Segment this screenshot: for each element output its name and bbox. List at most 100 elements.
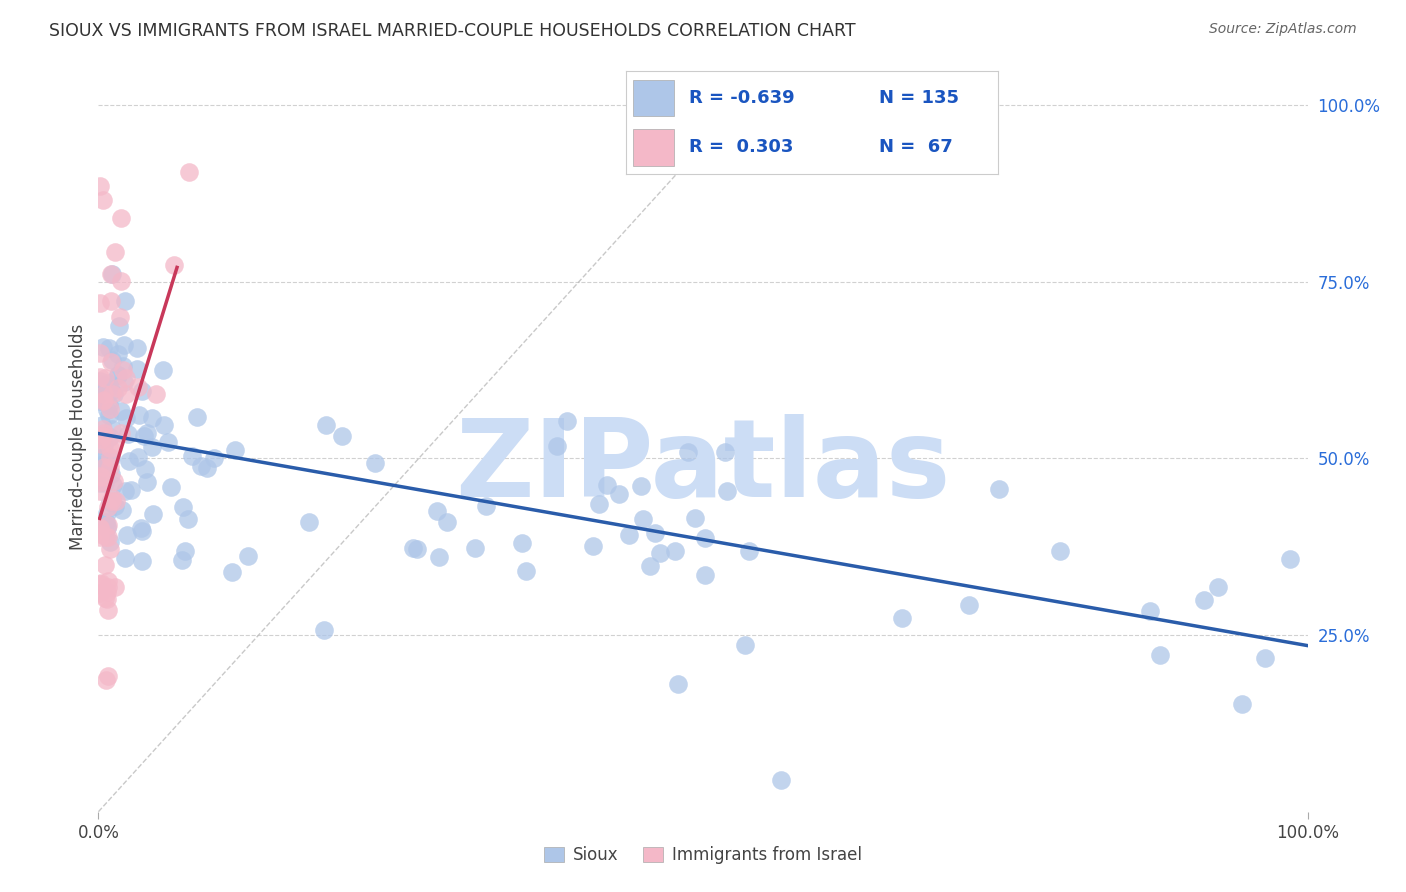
Point <box>132 429 155 443</box>
Point <box>89 346 111 360</box>
Point <box>96 531 118 545</box>
Point <box>89 520 111 534</box>
Point <box>96 592 118 607</box>
Point <box>127 380 149 394</box>
Point <box>89 476 111 491</box>
Point <box>100 294 122 309</box>
Point <box>110 211 132 226</box>
Point <box>131 524 153 538</box>
Point <box>117 426 139 441</box>
Point <box>716 483 738 498</box>
Point <box>96 585 118 599</box>
Point <box>546 439 568 453</box>
Point <box>89 179 111 194</box>
Point <box>666 676 689 690</box>
Point <box>581 539 603 553</box>
Point <box>96 521 118 535</box>
Point <box>101 353 124 368</box>
Point <box>224 443 246 458</box>
Point <box>406 542 429 557</box>
Point <box>93 425 115 440</box>
Point <box>97 500 120 515</box>
Point <box>118 454 141 468</box>
Point <box>93 379 115 393</box>
Point <box>114 484 136 499</box>
Point <box>152 418 174 433</box>
Point <box>630 479 652 493</box>
Point <box>172 500 194 515</box>
Point <box>475 500 498 514</box>
Point <box>91 463 114 477</box>
Point <box>142 507 165 521</box>
Point <box>555 414 578 428</box>
Point <box>115 411 138 425</box>
Point <box>177 512 200 526</box>
Point <box>738 544 761 558</box>
Point <box>135 475 157 489</box>
Point <box>195 461 218 475</box>
Point <box>330 428 353 442</box>
Point <box>107 347 129 361</box>
Point <box>89 374 111 388</box>
Point <box>112 375 135 389</box>
Point <box>89 370 111 384</box>
Point <box>464 541 486 556</box>
Point <box>100 267 122 281</box>
Point <box>93 438 115 452</box>
Point <box>114 294 136 309</box>
Point <box>90 575 112 590</box>
Point <box>100 467 122 481</box>
Point <box>114 551 136 566</box>
Point <box>98 535 121 549</box>
Point <box>111 503 134 517</box>
Point <box>364 456 387 470</box>
Point <box>640 558 662 573</box>
Point <box>114 386 136 401</box>
Point <box>93 387 115 401</box>
Point <box>1206 580 1229 594</box>
Point <box>91 417 114 432</box>
Point <box>173 544 195 558</box>
Point <box>94 591 117 606</box>
Point <box>114 371 136 385</box>
Point <box>90 469 112 483</box>
Point <box>120 483 142 497</box>
Point <box>94 462 117 476</box>
Point <box>98 450 121 464</box>
Point <box>97 602 120 616</box>
Point <box>110 426 132 441</box>
Point <box>685 510 707 524</box>
Point <box>110 404 132 418</box>
Point <box>104 580 127 594</box>
Text: R = -0.639: R = -0.639 <box>689 89 794 107</box>
Point <box>107 368 129 383</box>
Point <box>100 384 122 399</box>
Point <box>156 434 179 449</box>
FancyBboxPatch shape <box>633 79 673 117</box>
Point <box>90 437 112 451</box>
Point <box>89 526 111 541</box>
Point <box>145 387 167 401</box>
Point <box>90 475 112 490</box>
Point <box>98 430 121 444</box>
Point <box>1278 551 1301 566</box>
Point <box>510 536 533 550</box>
Point <box>170 552 193 566</box>
Point <box>595 478 617 492</box>
Point <box>678 445 700 459</box>
Point <box>190 459 212 474</box>
Point <box>515 564 537 578</box>
Point <box>131 554 153 568</box>
Point <box>94 673 117 688</box>
Point <box>101 267 124 281</box>
Text: N = 135: N = 135 <box>879 89 959 107</box>
Point <box>770 773 793 788</box>
Point <box>402 541 425 555</box>
Point <box>97 376 120 391</box>
Point <box>107 380 129 394</box>
Point <box>163 258 186 272</box>
Point <box>221 565 243 579</box>
Point <box>127 450 149 464</box>
Point <box>186 410 208 425</box>
Point <box>91 341 114 355</box>
